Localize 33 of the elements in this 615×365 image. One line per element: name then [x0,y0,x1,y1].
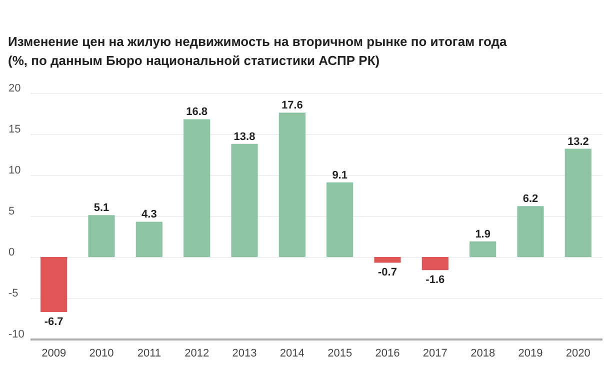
y-tick-label: 0 [8,246,15,258]
data-label: -1.6 [426,274,445,286]
x-tick-label: 2016 [375,348,400,360]
x-tick-label: 2017 [422,348,448,360]
data-label: -6.7 [44,316,64,328]
x-tick-label: 2018 [470,348,496,360]
y-tick-label: 10 [8,164,21,176]
x-tick-label: 2009 [42,348,66,360]
data-label: 13.8 [234,130,256,143]
x-tick-label: 2011 [137,348,161,360]
x-tick-label: 2013 [232,348,257,360]
x-tick-label: 2019 [518,348,543,360]
y-tick-label: -10 [8,328,24,340]
x-tick-label: 2012 [184,348,210,360]
y-tick-label: 5 [8,206,15,218]
chart-title: Изменение цен на жилую недвижимость на вторичном рынке по итогам года [8,34,508,49]
data-label: 4.3 [142,208,157,221]
data-label: 1.9 [475,228,490,240]
chart-subtitle: (%, по данным Бюро национальной статистики АСПР РК) [8,53,380,68]
data-label: 5.1 [94,202,110,214]
y-tick-label: -5 [8,288,18,300]
data-label: 17.6 [281,100,303,112]
x-tick-label: 2015 [328,348,352,360]
y-tick-label: 15 [8,124,21,136]
y-tick-label: 20 [8,82,21,94]
x-tick-label: 2020 [566,348,590,360]
data-label: 13.2 [567,136,589,148]
x-tick-label: 2010 [89,348,114,360]
x-tick-label: 2014 [280,348,304,360]
data-label: -0.7 [378,266,397,279]
data-label: 6.2 [522,193,538,206]
data-label: 9.1 [332,169,348,182]
data-label: 16.8 [186,106,208,118]
